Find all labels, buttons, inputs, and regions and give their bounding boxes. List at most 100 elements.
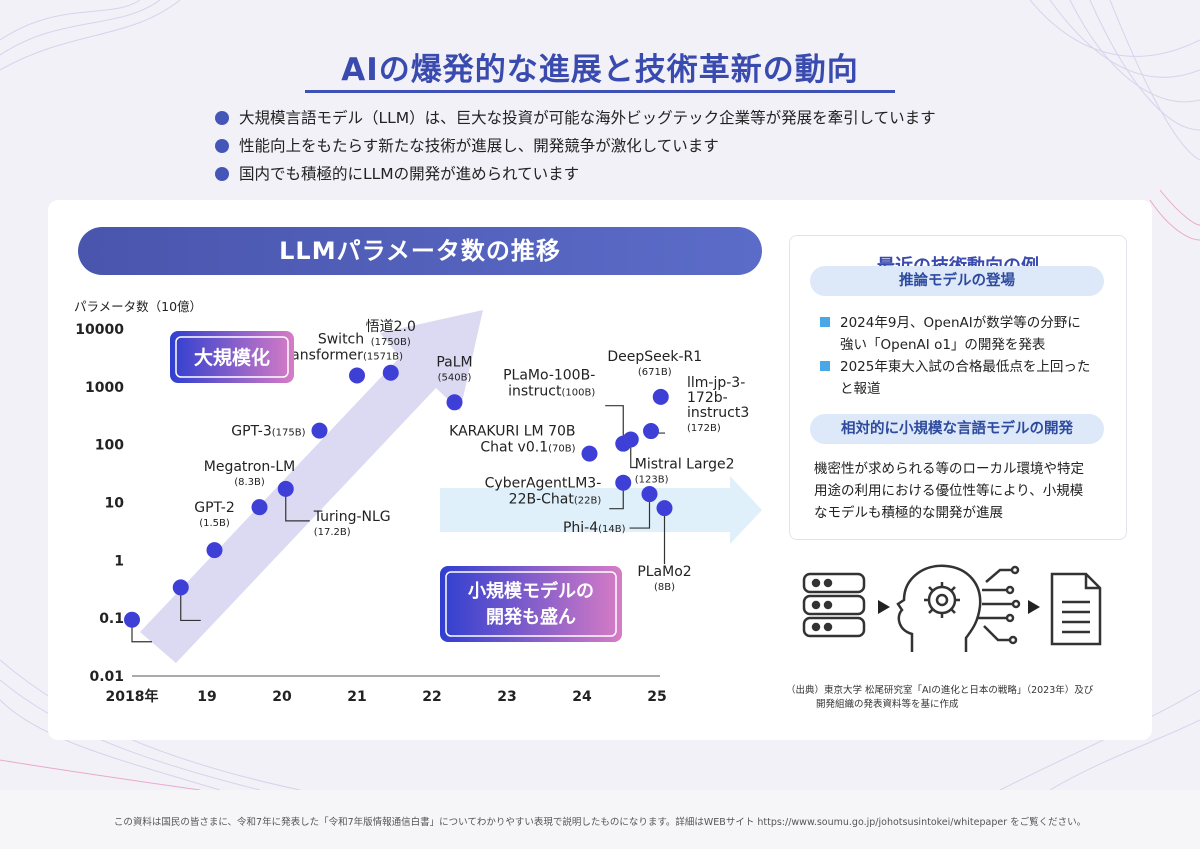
point-size: (22B)	[574, 496, 601, 507]
panel-text-line-3: なモデルも積極的な開発が進展	[814, 505, 1003, 521]
point-name-line-2: Chat v0.1(70B)	[480, 440, 575, 456]
data-point-group: CyberAgentLM3-22B-Chat(22B)	[485, 474, 632, 510]
point-name-line-1: CyberAgentLM3-	[485, 476, 602, 492]
point-name: 22B-Chat	[509, 492, 575, 508]
panel-item-1-line-2: 強い「OpenAI o1」の開発を発表	[840, 337, 1046, 353]
data-point	[652, 388, 669, 405]
data-point	[206, 542, 223, 559]
document-icon	[1050, 572, 1102, 646]
x-tick-label: 20	[272, 689, 292, 705]
panel-subheading-small-models: 相対的に小規模な言語モデルの開発	[810, 414, 1104, 444]
y-tick-label: 0.1	[99, 611, 124, 627]
x-tick-label: 19	[197, 689, 216, 705]
point-name: Turing-NLG	[313, 509, 391, 525]
data-point-group	[124, 611, 152, 643]
y-axis-label: パラメータ数（10億）	[74, 299, 202, 314]
data-point-group: PLaMo-100B-instruct(100B)	[503, 368, 632, 452]
summary-bullet-1: 大規模言語モデル（LLM）は、巨大な投資が可能な海外ビッグテック企業等が発展を牽…	[215, 104, 936, 132]
point-size: (70B)	[548, 444, 575, 455]
point-name: DeepSeek-R1	[607, 349, 702, 365]
point-size: (172B)	[687, 423, 721, 434]
leader-line	[285, 488, 310, 522]
data-point-group: GPT-2 (1.5B)	[194, 500, 235, 559]
point-name-line-2: Transformer(1571B)	[278, 347, 403, 363]
point-size: (123B)	[635, 474, 669, 485]
point-name-line-1: KARAKURI LM 70B	[449, 424, 575, 440]
data-point	[349, 367, 365, 384]
source-line-2: 開発組織の発表資料等を基に作成	[816, 699, 959, 710]
data-point	[622, 431, 639, 448]
leader-line	[180, 587, 201, 622]
point-size: (1571B)	[363, 351, 403, 362]
point-name: PLaMo2	[637, 564, 691, 580]
point-name: GPT-3	[231, 424, 272, 440]
data-point	[172, 579, 189, 596]
point-size: (1.5B)	[199, 518, 230, 529]
y-tick-label: 1000	[85, 380, 124, 396]
point-name-line-2: instruct(100B)	[508, 384, 595, 400]
data-point	[581, 445, 598, 462]
point-name-line-1: Switch	[318, 331, 364, 347]
panel-text-line-2: 用途の利用における優位性等により、小規模	[814, 483, 1084, 499]
data-point	[446, 394, 463, 411]
source-line-1: （出典）東京大学 松尾研究室「AIの進化と日本の戦略」（2023年）及び	[786, 685, 1094, 696]
data-point-group: PaLM (540B)	[436, 354, 473, 411]
point-name: instruct	[508, 384, 562, 400]
y-tick-label: 0.01	[89, 669, 124, 685]
point-size: (100B)	[562, 388, 596, 399]
title-underline	[305, 90, 895, 93]
y-tick-label: 1	[114, 553, 124, 569]
data-point	[251, 499, 268, 516]
panel-item-1-line-1: 2024年9月、OpenAIが数学等の分野に	[840, 315, 1081, 331]
small-model-label-2: 開発も盛ん	[486, 606, 576, 628]
point-name: Phi-4	[563, 520, 598, 536]
data-point-group: Phi-4(14B)	[563, 486, 658, 536]
data-point	[615, 474, 632, 491]
panel-subheading-small-models-text: 相対的に小規模な言語モデルの開発	[841, 421, 1073, 437]
y-tick-label: 100	[95, 438, 124, 454]
point-size: (540B)	[438, 372, 472, 383]
point-size: (8B)	[654, 582, 675, 593]
point-name-line-1: llm-jp-3-	[687, 375, 745, 391]
server-icon	[802, 572, 866, 638]
data-point	[656, 500, 673, 517]
data-point-group: DeepSeek-R1 (671B)	[607, 349, 702, 405]
panel-item-1: 2024年9月、OpenAIが数学等の分野に 強い「OpenAI o1」の開発を…	[820, 312, 1136, 356]
footer-note: この資料は国民の皆さまに、令和7年に発表した「令和7年版情報通信白書」についてわ…	[113, 817, 1087, 828]
chart-title: LLMパラメータ数の推移	[78, 227, 762, 275]
point-name-line-2: 172b-	[687, 390, 728, 406]
summary-bullet-3: 国内でも積極的にLLMの開発が進められています	[215, 160, 936, 188]
panel-item-2: 2025年東大入試の合格最低点を上回った と報道	[820, 356, 1136, 400]
point-size: (17.2B)	[314, 527, 351, 538]
data-point-group: Mistral Large2 (123B)	[622, 431, 734, 485]
small-model-label-1: 小規模モデルの	[468, 580, 594, 602]
data-point	[311, 422, 328, 439]
point-label: Phi-4(14B)	[563, 520, 626, 536]
leader-line	[605, 405, 624, 444]
point-size: (14B)	[598, 524, 625, 535]
data-point	[641, 486, 658, 503]
point-size: (1750B)	[371, 337, 411, 348]
arrow-right-icon	[878, 600, 890, 614]
x-tick-label: 25	[647, 689, 666, 705]
ai-process-illustration	[802, 564, 1102, 652]
point-label: GPT-3(175B)	[231, 424, 305, 440]
point-name: Megatron-LM	[204, 459, 295, 475]
data-point	[277, 480, 294, 497]
point-name: Transformer	[278, 347, 363, 363]
data-point-group: Megatron-LM (8.3B)	[204, 459, 295, 516]
point-name-line-1: PLaMo-100B-	[503, 368, 595, 384]
panel-item-2-line-2: と報道	[840, 381, 881, 397]
small-model-box	[440, 566, 622, 642]
point-size: (671B)	[638, 367, 672, 378]
data-point-group: PLaMo2 (8B)	[637, 500, 692, 593]
point-name: PaLM	[436, 354, 472, 370]
footer-band	[0, 790, 1200, 849]
x-tick-label: 24	[572, 689, 592, 705]
point-size: (8.3B)	[234, 477, 265, 488]
y-tick-label: 10	[105, 496, 125, 512]
leader-line	[609, 482, 624, 510]
large-scale-box	[170, 331, 294, 383]
